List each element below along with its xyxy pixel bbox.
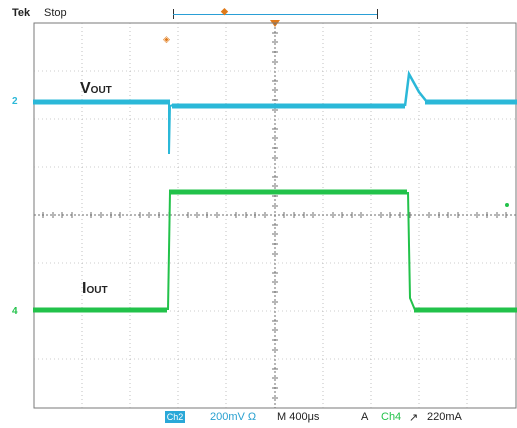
timebase: M 400μs [277,411,320,423]
waveform-canvas: ◈ [33,22,517,409]
trigger-slope-icon: ↗ [409,412,419,424]
ch2-ground-marker: 2 [12,96,18,107]
iout-label-main: I [82,280,87,297]
ch2-scale: 200mV Ω [210,411,256,423]
iout-label: IOUT [82,280,108,298]
grid-center-axes [34,23,516,408]
ch2-indicator: Ch2 [165,411,185,423]
ch4-ground-marker: 4 [12,306,18,317]
trigger-window-right [377,9,378,19]
trigger-level-marker [505,203,509,207]
trigger-level: 220mA [427,411,462,423]
trigger-marker-icon: ◆ [221,6,228,16]
vout-label-sub: OUT [90,85,112,96]
vout-trace-dip [168,102,174,155]
status-bar: Ch2 200mV Ω M 400μs A Ch4 ↗ 220mA [165,410,517,426]
trigger-point-icon: ◈ [163,34,170,44]
scope-display: ◈ [33,22,517,410]
iout-trace-rise [167,191,171,311]
scope-topbar: Tek Stop ◆ [0,0,517,27]
brand-label: Tek [12,7,31,19]
impedance-symbol: Ω [247,411,257,423]
ch2-scale-value: 200mV [210,411,245,423]
vout-label: VOUT [80,80,112,98]
iout-label-sub: OUT [86,285,108,296]
grid-center-ticks [42,32,507,399]
vout-label-main: V [80,80,91,97]
iout-trace-fall [407,191,416,311]
trigger-window-bar [173,14,377,15]
trigger-channel: Ch4 [381,411,402,423]
trigger-source-label: A [361,411,369,423]
vout-trace-overshoot [403,70,428,107]
acquisition-state: Stop [44,7,67,19]
